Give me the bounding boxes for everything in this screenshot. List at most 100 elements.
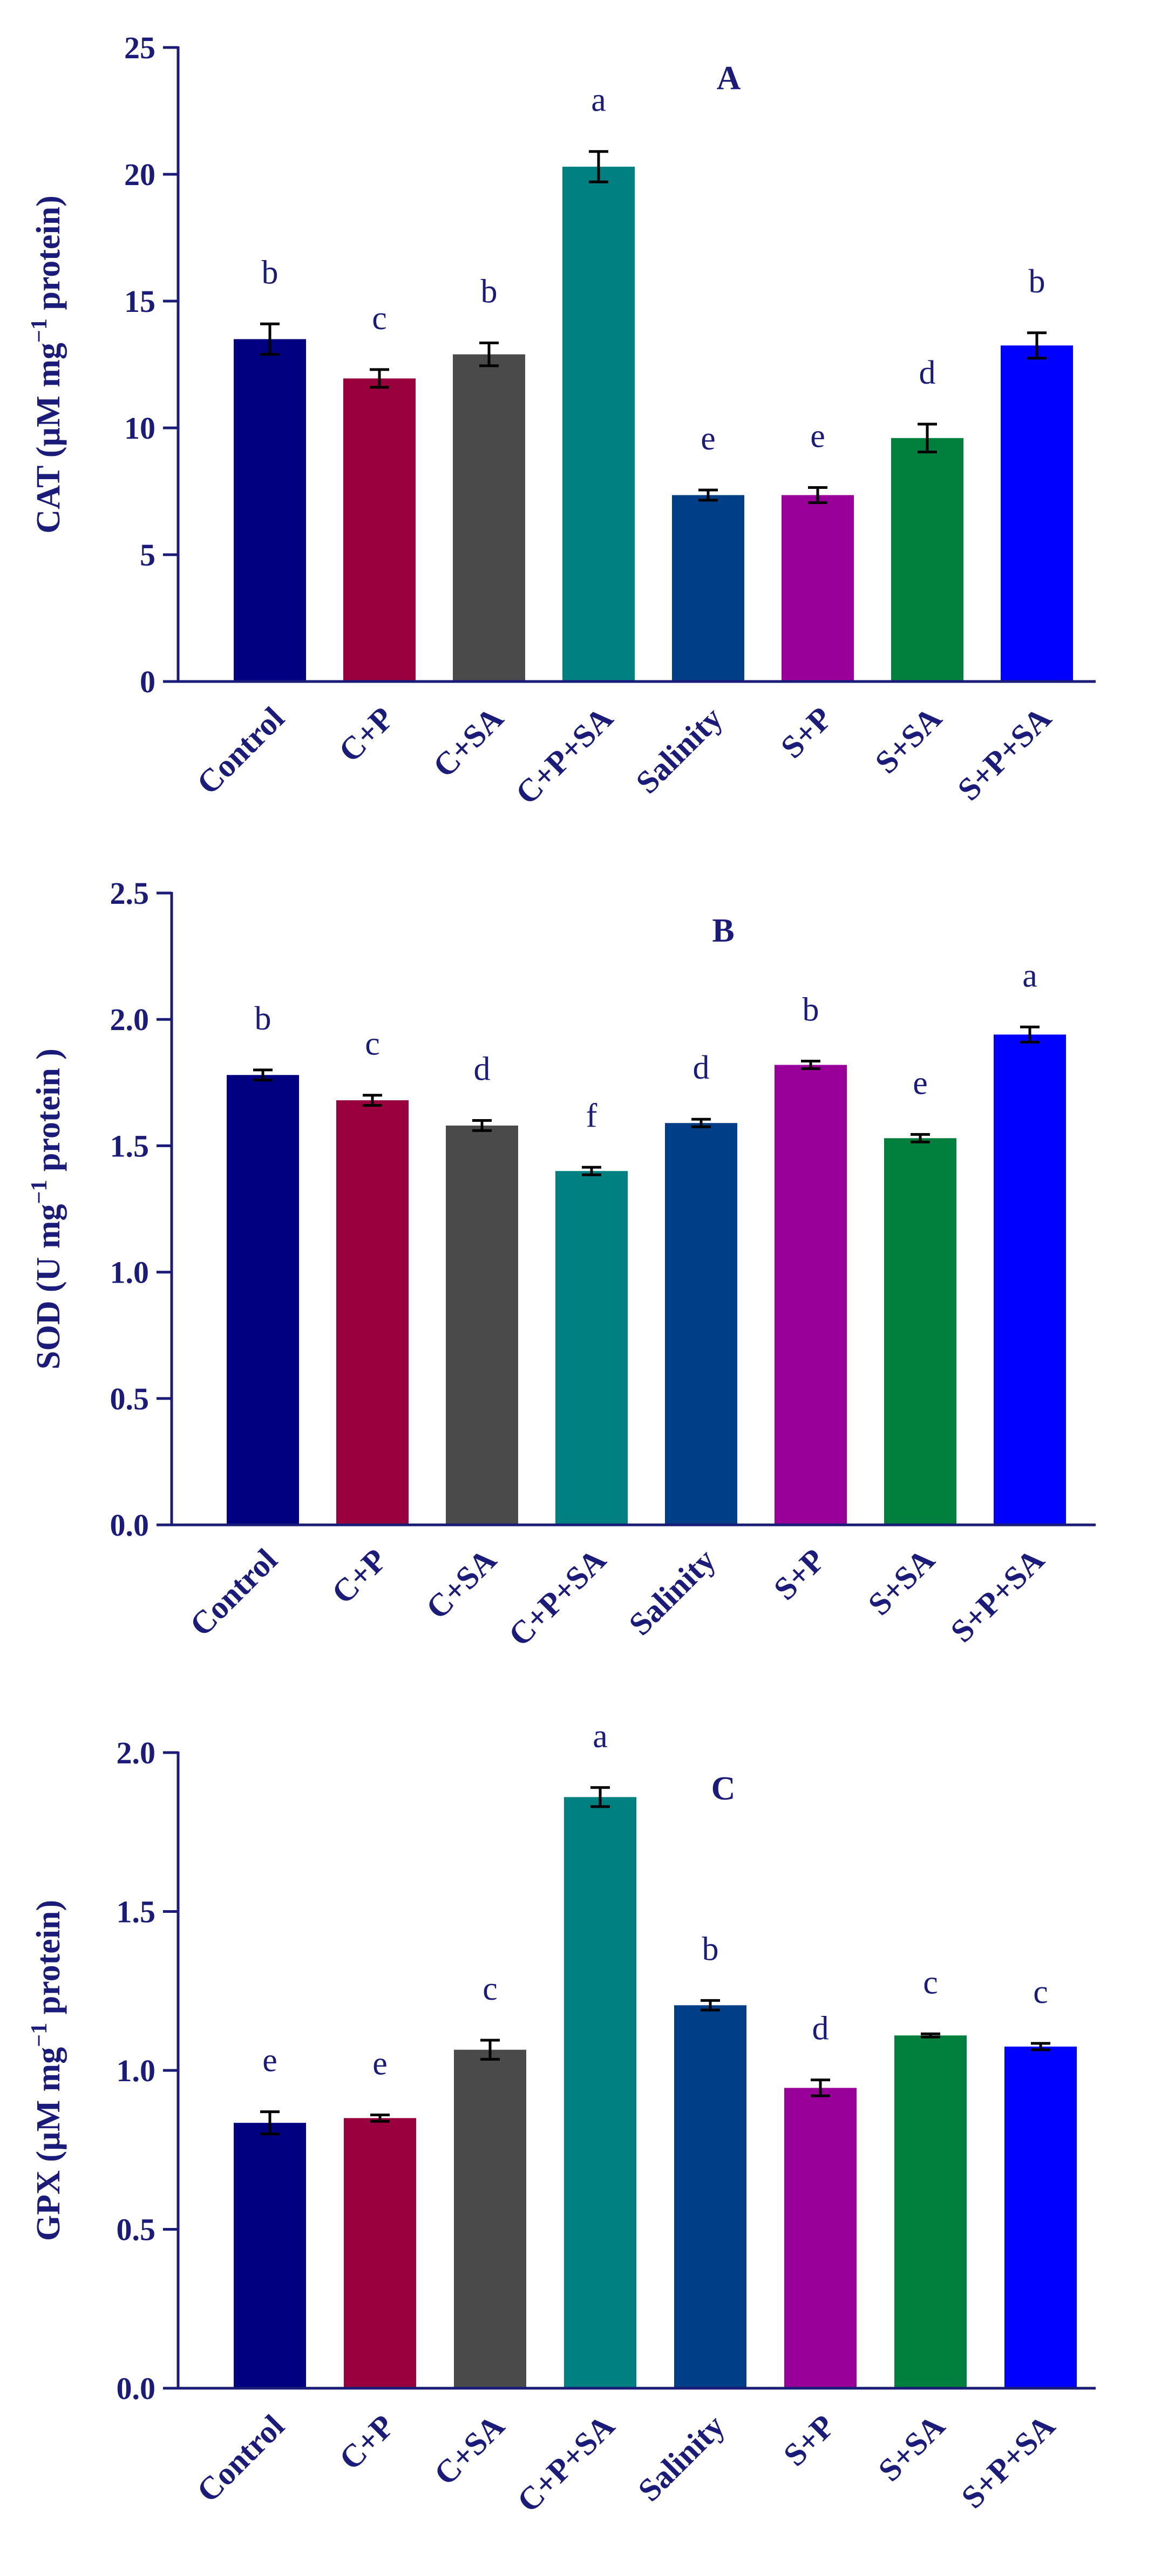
y-tick-label: 10 xyxy=(124,411,155,446)
significance-letter: c xyxy=(483,1971,498,2007)
category-label: C+P xyxy=(332,2408,401,2477)
category-label: S+P+SA xyxy=(954,2408,1062,2516)
y-tick-label: 15 xyxy=(124,284,155,319)
significance-letter: d xyxy=(919,355,936,391)
bar-control xyxy=(234,339,306,682)
error-bar xyxy=(921,2032,940,2039)
significance-letter: b xyxy=(255,1000,271,1037)
category-label: S+P xyxy=(774,700,839,765)
y-tick-label: 2.0 xyxy=(110,1002,150,1037)
category-label: Control xyxy=(190,700,291,801)
significance-letter: c xyxy=(372,300,387,337)
category-label: S+P+SA xyxy=(943,1542,1051,1650)
significance-letter: c xyxy=(1033,1974,1048,2011)
significance-letter: e xyxy=(913,1065,928,1101)
error-bar xyxy=(480,2039,500,2061)
bar-control xyxy=(234,2123,306,2388)
bar-c-plus-p-plus-sa xyxy=(562,166,635,682)
significance-letter: c xyxy=(365,1026,380,1062)
significance-letter: e xyxy=(372,2045,388,2082)
category-label: C+P xyxy=(325,1542,393,1611)
significance-letter: d xyxy=(812,2011,829,2047)
significance-letter: f xyxy=(586,1098,597,1134)
bar-c-plus-p-plus-sa xyxy=(564,1797,636,2388)
category-label: S+SA xyxy=(868,700,949,781)
bar-s-plus-p-plus-sa xyxy=(1004,2046,1077,2388)
bar-c-plus-p xyxy=(343,378,416,682)
bar-c-plus-p xyxy=(336,1100,409,1525)
chart-panel-b: b Control c C+P d C+SA f C+P+SA d Salinity b S+P e S+… xyxy=(27,876,1096,1653)
error-bar xyxy=(1020,1025,1040,1044)
y-tick-label: 1.5 xyxy=(117,1894,156,1930)
bar-salinity xyxy=(665,1123,737,1525)
panel-label: C xyxy=(711,1770,736,1807)
bar-s-plus-p-plus-sa xyxy=(994,1034,1066,1525)
error-bar xyxy=(911,1133,930,1143)
bar-c-plus-p-plus-sa xyxy=(555,1171,628,1525)
y-tick-label: 0.0 xyxy=(110,1508,150,1543)
category-label: C+SA xyxy=(427,2408,511,2492)
bar-salinity xyxy=(672,495,744,682)
y-tick-label: 0 xyxy=(140,664,155,699)
y-tick-label: 1.0 xyxy=(117,2053,156,2088)
panel-label: A xyxy=(717,60,741,97)
bar-s-plus-p xyxy=(775,1065,847,1525)
error-bar xyxy=(260,2110,280,2136)
significance-letter: b xyxy=(803,991,819,1028)
bar-s-plus-sa xyxy=(884,1138,956,1525)
significance-letter: a xyxy=(1022,957,1037,994)
y-tick-label: 25 xyxy=(124,30,155,65)
error-bar xyxy=(1031,2042,1050,2052)
error-bar xyxy=(260,322,280,356)
category-label: C+P+SA xyxy=(510,2408,621,2519)
error-bar xyxy=(701,1999,720,2012)
error-bar xyxy=(472,1119,492,1132)
y-axis-title: CAT (µM mg−1 protein) xyxy=(27,195,67,534)
y-tick-label: 2.0 xyxy=(117,1735,156,1770)
y-tick-label: 1.0 xyxy=(110,1255,150,1290)
category-label: S+SA xyxy=(872,2408,952,2489)
significance-letter: d xyxy=(693,1050,710,1086)
panel-label: B xyxy=(712,912,734,949)
category-label: S+P xyxy=(777,2408,841,2473)
y-tick-label: 0.5 xyxy=(110,1381,150,1416)
y-axis-title: SOD (U mg−1 protein ) xyxy=(27,1048,67,1369)
error-bar xyxy=(363,1094,382,1107)
significance-letter: a xyxy=(591,82,606,119)
y-tick-label: 2.5 xyxy=(110,876,150,911)
significance-letter: c xyxy=(923,1964,938,2001)
bar-s-plus-p xyxy=(782,495,854,682)
category-label: Salinity xyxy=(629,700,729,801)
bar-c-plus-sa xyxy=(453,354,525,682)
y-axis-title: GPX (µM mg−1 protein) xyxy=(27,1900,67,2241)
error-bar xyxy=(589,150,608,183)
category-label: Salinity xyxy=(622,1542,722,1643)
significance-letter: a xyxy=(593,1718,608,1755)
category-label: S+SA xyxy=(861,1542,942,1623)
y-tick-label: 20 xyxy=(124,157,155,192)
category-label: Control xyxy=(183,1542,284,1643)
category-label: S+P+SA xyxy=(950,700,1058,808)
error-bar xyxy=(698,488,718,502)
error-bar xyxy=(253,1068,273,1082)
y-tick-label: 0.5 xyxy=(117,2212,156,2247)
category-label: Salinity xyxy=(631,2408,731,2509)
error-bar xyxy=(479,342,499,367)
error-bar xyxy=(801,1059,820,1071)
error-bar xyxy=(370,368,389,389)
category-label: C+SA xyxy=(426,700,510,785)
significance-letter: b xyxy=(481,274,498,310)
category-label: C+P xyxy=(332,700,400,769)
category-label: C+P+SA xyxy=(501,1542,613,1653)
error-bar xyxy=(811,2078,830,2097)
significance-letter: d xyxy=(474,1051,491,1088)
category-label: C+P+SA xyxy=(508,700,620,812)
bar-salinity xyxy=(674,2005,746,2388)
category-label: C+SA xyxy=(419,1542,503,1626)
error-bar xyxy=(808,486,827,505)
y-tick-label: 1.5 xyxy=(110,1128,150,1163)
significance-letter: e xyxy=(262,2042,277,2079)
bar-c-plus-p xyxy=(344,2118,416,2388)
error-bar xyxy=(370,2113,390,2123)
y-tick-label: 0.0 xyxy=(117,2371,156,2406)
